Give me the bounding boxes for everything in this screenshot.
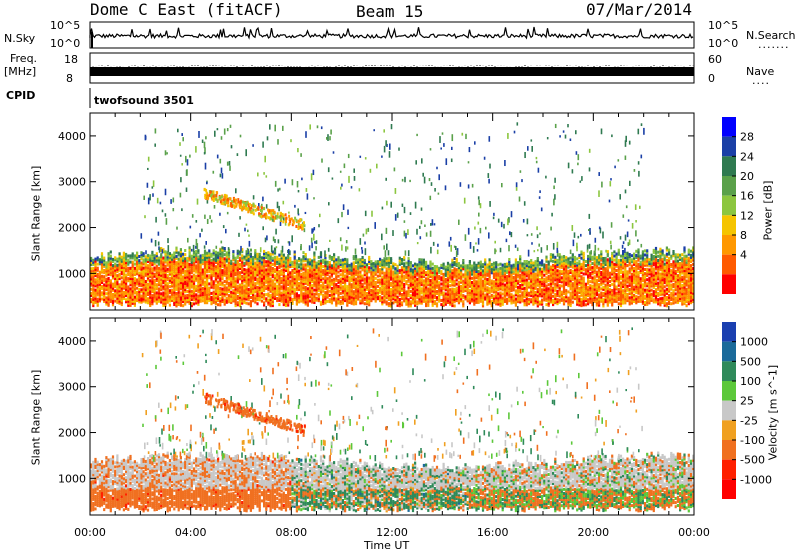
velocity-colorbar-tick-label: -100 <box>740 434 765 447</box>
nave-tick-high: 60 <box>708 53 722 66</box>
velocity-colorbar-segment <box>722 341 736 362</box>
nsky-tick-high: 10^5 <box>50 19 81 32</box>
power-colorbar-tick-label: 8 <box>740 229 747 242</box>
date-title: 07/Mar/2014 <box>586 0 692 19</box>
velocity-ytick-label: 1000 <box>58 472 86 485</box>
x-tick-label: 20:00 <box>577 526 609 539</box>
x-tick-label: 12:00 <box>376 526 408 539</box>
nsky-label: N.Sky <box>4 32 36 45</box>
power-ylabel: Slant Range [km] <box>29 165 43 262</box>
nave-legend-dots: ···· <box>752 77 770 90</box>
power-heatmap <box>90 122 694 308</box>
velocity-colorbar-tick-label: -25 <box>740 414 758 427</box>
velocity-heatmap <box>90 327 694 513</box>
power-colorbar-label: Power [dB] <box>761 180 775 241</box>
nave-tick-low: 0 <box>708 72 715 85</box>
freq-label: Freq. <box>10 52 38 65</box>
velocity-ytick-label: 2000 <box>58 427 86 440</box>
nsearch-label: N.Search <box>746 29 796 42</box>
power-colorbar-segment <box>722 117 736 137</box>
x-tick-label: 04:00 <box>175 526 207 539</box>
velocity-colorbar-tick-label: -500 <box>740 454 765 467</box>
velocity-ytick-label: 4000 <box>58 335 86 348</box>
power-ytick-label: 1000 <box>58 267 86 280</box>
nsearch-legend-dots: ······· <box>758 41 790 54</box>
freq-unit: [MHz] <box>4 65 37 78</box>
power-ytick-label: 4000 <box>58 130 86 143</box>
power-ytick-label: 2000 <box>58 222 86 235</box>
freq-tick-low: 8 <box>66 72 73 85</box>
velocity-ylabel: Slant Range [km] <box>29 369 43 466</box>
velocity-colorbar-segment <box>722 440 736 460</box>
power-colorbar-tick-label: 28 <box>740 131 754 144</box>
velocity-colorbar-tick-label: 1000 <box>740 336 768 349</box>
nsearch-tick-high: 10^5 <box>708 19 739 32</box>
velocity-colorbar-segment <box>722 322 736 342</box>
x-tick-label: 16:00 <box>477 526 509 539</box>
nsky-trace <box>89 26 694 40</box>
beam-title: Beam 15 <box>356 2 424 21</box>
power-colorbar-segment <box>722 274 736 294</box>
velocity-colorbar-label: Velocity [m s^-1] <box>766 364 780 461</box>
power-colorbar-segment <box>722 254 736 275</box>
power-colorbar-tick-label: 4 <box>740 249 747 262</box>
cpid-label: CPID <box>6 89 36 102</box>
power-ytick-label: 3000 <box>58 176 86 189</box>
x-tick-label: 08:00 <box>275 526 307 539</box>
velocity-colorbar-segment <box>722 479 736 499</box>
station-title: Dome C East (fitACF) <box>90 0 283 19</box>
velocity-colorbar-segment <box>722 381 736 401</box>
nave-label: Nave <box>746 65 775 78</box>
freq-band <box>90 67 694 76</box>
velocity-colorbar-tick-label: 25 <box>740 395 754 408</box>
velocity-colorbar-segment <box>722 459 736 480</box>
velocity-colorbar-segment <box>722 420 736 440</box>
power-colorbar-segment <box>722 156 736 176</box>
nsky-tick-low: 10^0 <box>50 37 81 50</box>
power-colorbar-segment <box>722 176 736 196</box>
power-colorbar-tick-label: 20 <box>740 170 754 183</box>
x-axis-label: Time UT <box>364 539 410 552</box>
velocity-colorbar-segment <box>722 400 736 421</box>
velocity-colorbar-tick-label: -1000 <box>740 473 772 486</box>
power-colorbar-tick-label: 12 <box>740 209 754 222</box>
power-colorbar-tick-label: 24 <box>740 150 754 163</box>
power-colorbar-tick-label: 16 <box>740 190 754 203</box>
freq-tick-high: 18 <box>64 53 78 66</box>
x-tick-label: 00:00 <box>74 526 106 539</box>
velocity-colorbar-tick-label: 500 <box>740 355 761 368</box>
power-colorbar-segment <box>722 195 736 216</box>
x-tick-label: 00:00 <box>678 526 710 539</box>
power-colorbar-segment <box>722 235 736 255</box>
velocity-colorbar-tick-label: 100 <box>740 375 761 388</box>
cpid-value: twofsound 3501 <box>94 94 194 107</box>
nsearch-tick-low: 10^0 <box>708 37 739 50</box>
power-colorbar-segment <box>722 215 736 235</box>
power-colorbar-segment <box>722 136 736 157</box>
velocity-colorbar-segment <box>722 361 736 381</box>
velocity-ytick-label: 3000 <box>58 381 86 394</box>
